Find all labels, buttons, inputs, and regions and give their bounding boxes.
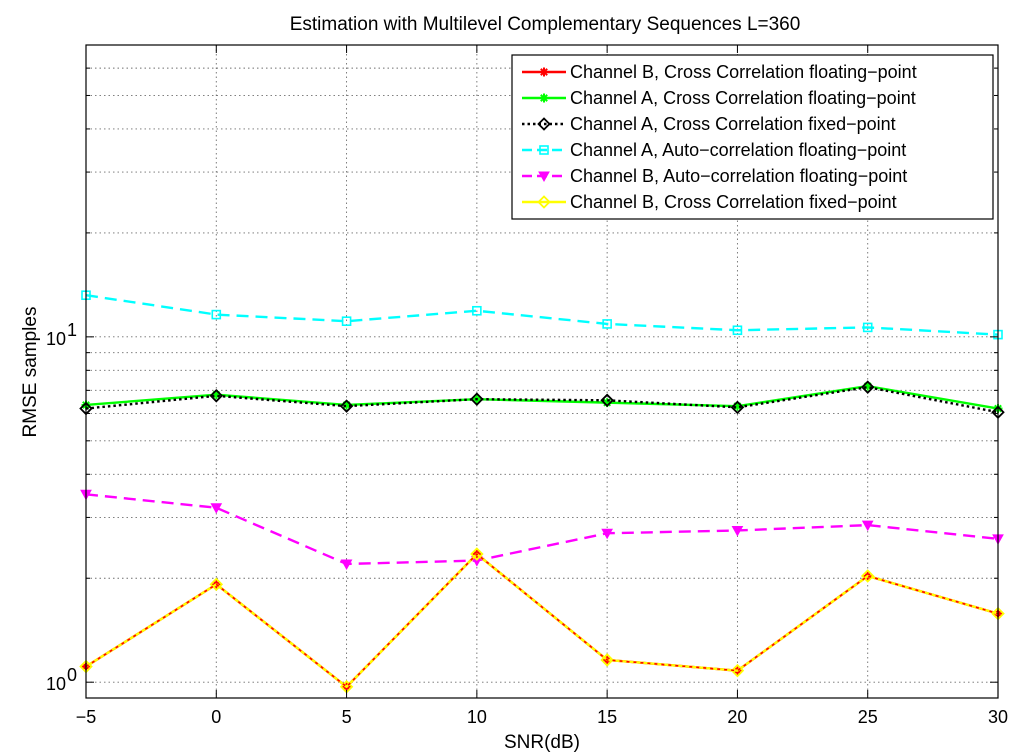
point [538,171,550,183]
point [539,67,549,77]
point [601,528,613,540]
point [537,117,551,131]
x-axis-label: SNR(dB) [504,732,580,753]
point [730,663,745,678]
point [539,145,549,155]
series-line [85,294,999,336]
x-tick-label: 30 [988,707,1008,727]
x-tick-label: 5 [342,707,352,727]
x-tick-label: −5 [76,707,97,727]
legend-entry: Channel B, Cross Correlation fixed−point [522,192,897,212]
legend-entry: Channel A, Auto−correlation floating−poi… [522,140,906,160]
point [472,305,482,316]
point [600,653,614,667]
point [861,520,874,532]
plot-frame [85,44,999,699]
legend-entry: Channel A, Cross Correlation floating−po… [522,88,916,108]
legend-label: Channel A, Cross Correlation fixed−point [570,114,896,134]
point [600,393,614,408]
point-stroke [540,94,548,102]
point [339,399,354,413]
point [860,380,875,394]
legend-entry: Channel A, Cross Correlation fixed−point [522,114,896,134]
x-tick-label: 10 [467,707,487,727]
point [539,93,549,103]
ticks [85,44,999,699]
x-tick-label: 15 [597,707,617,727]
point [470,392,484,406]
point [210,503,223,514]
legend-entry: Channel B, Cross Correlation floating−po… [522,62,917,82]
x-tick-label: 25 [858,707,878,727]
y-tick-label-exponent: 1 [67,320,77,340]
point [537,195,551,209]
point [862,322,873,333]
point [731,525,744,537]
point [209,577,224,592]
point [470,547,484,561]
x-tick-label: 20 [727,707,747,727]
point [341,316,352,326]
point [340,559,353,570]
legend-label: Channel B, Cross Correlation fixed−point [570,192,897,212]
y-tick-label: 10 [46,329,66,349]
series-line [85,493,999,566]
legend-label: Channel B, Auto−correlation floating−poi… [570,166,907,186]
y-axis-label: RMSE samples [20,307,41,438]
point-stroke [540,68,548,76]
point [732,325,743,336]
y-tick-label: 10 [46,674,66,694]
series-line [85,552,999,688]
legend-label: Channel A, Auto−correlation floating−poi… [570,140,906,160]
chart-title: Estimation with Multilevel Complementary… [290,14,801,35]
point [730,400,745,415]
legend: Channel B, Cross Correlation floating−po… [511,54,994,220]
legend-label: Channel A, Cross Correlation floating−po… [570,88,916,108]
point [860,569,875,583]
legend-box [511,54,994,220]
y-tick-label-exponent: 0 [67,665,77,685]
series-overlay [85,552,999,688]
point [209,389,224,403]
x-tick-labels: −5 0 5 10 15 20 25 30 [76,707,1008,727]
point [602,319,612,329]
series-line [85,385,999,414]
point [211,309,222,320]
x-tick-label: 0 [211,707,221,727]
legend-label: Channel B, Cross Correlation floating−po… [570,62,917,82]
legend-entry: Channel B, Auto−correlation floating−poi… [522,166,907,186]
